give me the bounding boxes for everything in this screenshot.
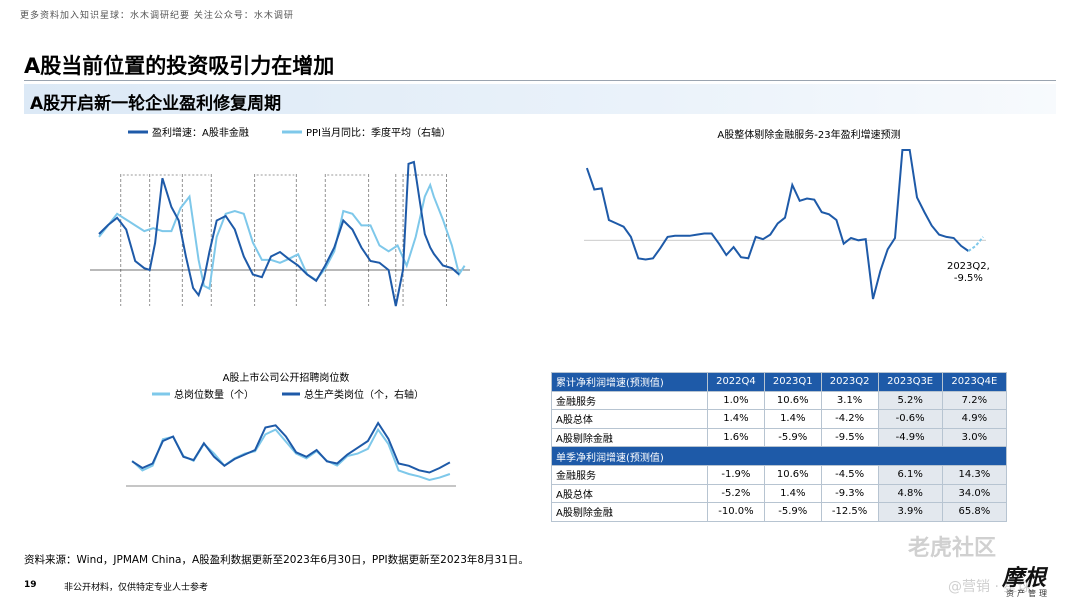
table-cell: 金融服务: [551, 464, 708, 485]
table-cell: 7.2%: [941, 390, 1008, 411]
production-postings-line: [131, 421, 451, 474]
earnings-ppi-chart: 盈利增速：A股非金融 PPI当月同比：季度平均（右轴）: [90, 126, 470, 307]
table-header-cell: 累计净利润增速(预测值): [551, 372, 708, 392]
table-cell: -4.2%: [820, 409, 879, 429]
table-cell: A股总体: [551, 409, 708, 429]
table-cell: -10.0%: [707, 502, 765, 522]
page-title: A股当前位置的投资吸引力在增加: [24, 54, 335, 78]
annotation-value: -9.5%: [954, 273, 983, 284]
actual-line: [585, 149, 969, 300]
table-row: A股总体 -5.2% 1.4% -9.3% 4.8% 34.0%: [551, 483, 1008, 504]
annotation-label: 2023Q2,: [947, 261, 990, 272]
table-cell: 34.0%: [941, 483, 1008, 504]
table-row: 金融服务 -1.9% 10.6% -4.5% 6.1% 14.3%: [551, 464, 1008, 485]
forecast-table: 累计净利润增速(预测值) 2022Q4 2023Q1 2023Q2 2023Q3E 202…: [551, 372, 1008, 522]
table-section-title: 单季净利润增速(预测值): [551, 446, 1007, 466]
table-header-cell: 2023Q3E: [877, 372, 943, 392]
chart1-legend: 盈利增速：A股非金融 PPI当月同比：季度平均（右轴）: [128, 126, 451, 139]
table-cell: 1.6%: [707, 427, 765, 448]
table-cell: 10.6%: [763, 390, 822, 411]
table-section-header: 单季净利润增速(预测值): [551, 446, 1007, 466]
title-divider: [24, 80, 1056, 81]
table-row: A股总体 1.4% 1.4% -4.2% -0.6% 4.9%: [551, 409, 1008, 429]
table-cell: A股总体: [551, 483, 708, 504]
chart2-title: A股整体剔除金融服务-23年盈利增速预测: [717, 128, 900, 141]
table-cell: 3.0%: [941, 427, 1008, 448]
job-postings-chart: A股上市公司公开招聘岗位数 总岗位数量（个） 总生产类岗位（个，右轴）: [126, 371, 456, 487]
table-cell: 6.1%: [877, 464, 943, 485]
table-cell: -5.9%: [763, 502, 822, 522]
table-row: 金融服务 1.0% 10.6% 3.1% 5.2% 7.2%: [551, 390, 1008, 411]
table-cell: 1.4%: [763, 483, 822, 504]
total-postings-line: [131, 427, 451, 482]
table-cell: -4.5%: [820, 464, 879, 485]
table-cell: 5.2%: [877, 390, 943, 411]
table-cell: 3.9%: [877, 502, 943, 522]
table-header-cell: 2023Q4E: [941, 372, 1008, 392]
chart3-legend: 总岗位数量（个） 总生产类岗位（个，右轴）: [152, 388, 424, 401]
confidential-note: 非公开材料，仅供特定专业人士参考: [64, 583, 209, 593]
brand-logo: 摩根: [1002, 565, 1047, 591]
table-header-row: 累计净利润增速(预测值) 2022Q4 2023Q1 2023Q2 2023Q3E 202…: [551, 372, 1008, 392]
page-subtitle: A股开启新一轮企业盈利修复周期: [30, 94, 282, 114]
legend-label-production: 总生产类岗位（个，右轴）: [304, 388, 424, 401]
table-cell: 4.8%: [877, 483, 943, 504]
table-cell: 14.3%: [941, 464, 1008, 485]
forecast-line: [967, 236, 984, 252]
earnings-line: [98, 160, 460, 307]
source-note: 资料来源：Wind，JPMAM China，A股盈利数据更新至2023年6月30…: [24, 554, 529, 566]
table-cell: A股剔除金融: [551, 502, 708, 522]
chart2-annotation: 2023Q2, -9.5%: [947, 261, 990, 284]
table-cell: -4.9%: [877, 427, 943, 448]
ppi-line: [98, 182, 466, 291]
brand-subtitle: 资产管理: [1006, 589, 1050, 598]
ex-fin-forecast-chart: A股整体剔除金融服务-23年盈利增速预测 2023Q2, -9.5%: [584, 128, 990, 300]
table-cell: -9.5%: [820, 427, 879, 448]
table-cell: -5.2%: [707, 483, 765, 504]
table-cell: A股剔除金融: [551, 427, 708, 448]
chart3-series: [131, 421, 451, 482]
table-cell: 金融服务: [551, 390, 708, 411]
table-cell: 10.6%: [763, 464, 822, 485]
top-note: 更多资料加入知识星球：水木调研纪要 关注公众号：水木调研: [20, 11, 294, 21]
page-number: 19: [24, 580, 37, 590]
chart3-title: A股上市公司公开招聘岗位数: [223, 371, 350, 384]
watermark-sub: @营销 · 星球: [948, 579, 1032, 595]
table-header-cell: 2023Q2: [820, 372, 879, 392]
table-cell: -0.6%: [877, 409, 943, 429]
table-row: A股剔除金融 1.6% -5.9% -9.5% -4.9% 3.0%: [551, 427, 1008, 448]
chart2-series: [585, 149, 984, 300]
table-cell: -1.9%: [707, 464, 765, 485]
chart1-cycle-markers: [120, 174, 447, 306]
legend-label-ppi: PPI当月同比：季度平均（右轴）: [306, 126, 451, 139]
table-header-cell: 2022Q4: [707, 372, 765, 392]
legend-label-earnings: 盈利增速：A股非金融: [152, 126, 249, 139]
table-row: A股剔除金融 -10.0% -5.9% -12.5% 3.9% 65.8%: [551, 502, 1008, 522]
watermark-main: 老虎社区: [908, 536, 997, 561]
chart1-series: [98, 160, 466, 307]
table-cell: 1.4%: [763, 409, 822, 429]
table-header-cell: 2023Q1: [763, 372, 822, 392]
table-cell: -12.5%: [820, 502, 879, 522]
table-cell: -9.3%: [820, 483, 879, 504]
table-cell: -5.9%: [763, 427, 822, 448]
table-cell: 1.4%: [707, 409, 765, 429]
table-cell: 3.1%: [820, 390, 879, 411]
table-cell: 1.0%: [707, 390, 765, 411]
table-cell: 65.8%: [941, 502, 1008, 522]
subtitle-band: [24, 84, 1056, 114]
table-cell: 4.9%: [941, 409, 1008, 429]
legend-label-total: 总岗位数量（个）: [174, 388, 254, 401]
